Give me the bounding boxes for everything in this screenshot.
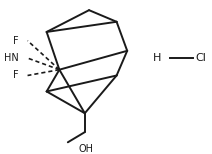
Text: F: F xyxy=(13,71,19,81)
Text: Cl: Cl xyxy=(195,53,206,63)
Text: F: F xyxy=(13,36,19,46)
Text: H: H xyxy=(153,53,161,63)
Text: OH: OH xyxy=(78,144,93,154)
Text: HN: HN xyxy=(4,53,19,63)
